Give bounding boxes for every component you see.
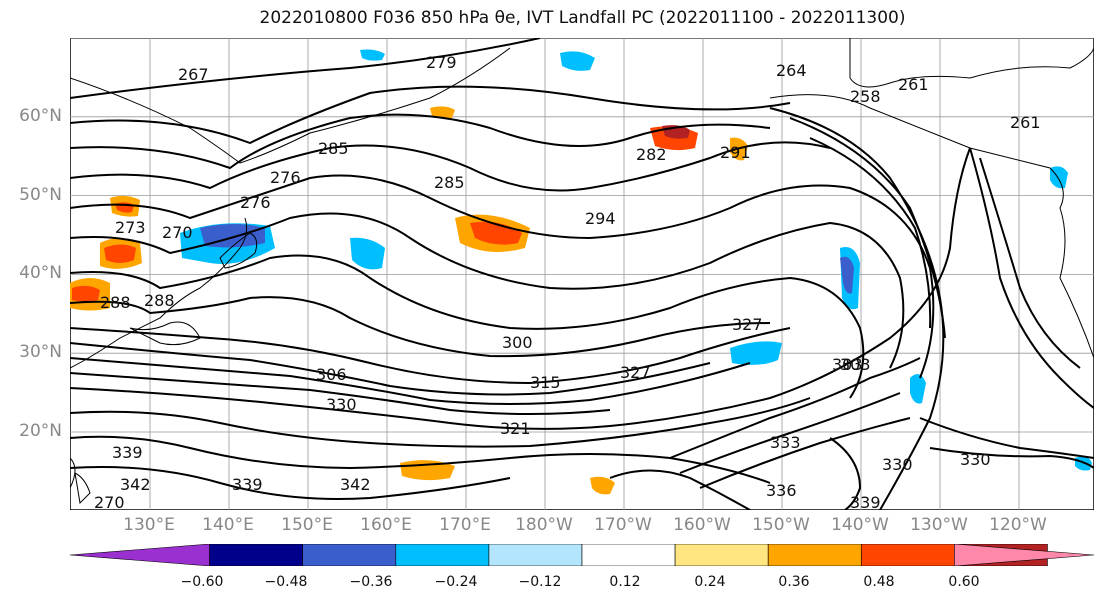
contour-label: 330 (960, 450, 991, 469)
contour-label: 291 (720, 143, 751, 162)
contour-label: 270 (94, 493, 125, 510)
contour-label: 303 (832, 355, 863, 374)
contour-label: 282 (636, 145, 667, 164)
lon-label-150w: 150°W (752, 515, 810, 535)
colorbar-tick-label: −0.60 (180, 574, 224, 590)
colorbar-tick-label: 0.24 (694, 574, 726, 590)
lon-label-150e: 150°E (281, 515, 333, 535)
lon-label-130w: 130°W (910, 515, 968, 535)
colorbar-swatch (954, 544, 1094, 566)
colorbar-tick-label: −0.24 (434, 574, 478, 590)
contour-label: 300 (502, 333, 533, 352)
colorbar-swatch (767, 544, 862, 566)
lon-label-170e: 170°E (439, 515, 491, 535)
contour-label: 264 (776, 61, 807, 80)
lon-label-140e: 140°E (202, 515, 254, 535)
contour-label: 267 (178, 65, 209, 84)
colorbar-swatch (395, 544, 490, 566)
contour-labels: 267 279 264 258 261 261 276 270 285 282 285 294 288 2… (94, 53, 1041, 510)
lon-label-160e: 160°E (360, 515, 412, 535)
colorbar-tick-label: 0.60 (948, 574, 980, 590)
colorbar-swatch (488, 544, 583, 566)
contour-label: 339 (850, 493, 881, 510)
contour-label: 321 (500, 419, 531, 438)
colorbar-tick-label: −0.36 (349, 574, 393, 590)
contour-label: 333 (770, 433, 801, 452)
contour-label: 288 (100, 293, 131, 312)
lon-label-160w: 160°W (673, 515, 731, 535)
contour-label: 258 (850, 87, 881, 106)
lon-label-170w: 170°W (594, 515, 652, 535)
contour-label: 285 (434, 173, 465, 192)
lat-label-20n: 20°N (19, 421, 62, 441)
colorbar-tick-label: −0.48 (264, 574, 308, 590)
contour-label: 261 (898, 75, 929, 94)
contour-label: 279 (426, 53, 457, 72)
lat-label-30n: 30°N (19, 342, 62, 362)
colorbar-swatch (860, 544, 955, 566)
contour-label: 339 (232, 475, 263, 494)
contour-label: 315 (530, 373, 561, 392)
contour-label: 306 (316, 365, 347, 384)
contour-label: 330 (882, 455, 913, 474)
colorbar-tick-label: 0.12 (609, 574, 641, 590)
contour-label: 273 (115, 218, 146, 237)
contour-label: 294 (585, 209, 616, 228)
contour-label: 270 (162, 223, 193, 242)
lon-label-120w: 120°W (989, 515, 1047, 535)
lat-label-50n: 50°N (19, 185, 62, 205)
contour-label: 336 (766, 481, 797, 500)
contour-label: 327 (620, 363, 651, 382)
contour-label: 303 (840, 355, 871, 374)
colorbar (70, 544, 1094, 566)
contour-label: 261 (1010, 113, 1041, 132)
contour-label: 285 (318, 139, 349, 158)
colorbar-tick-label: −0.12 (518, 574, 562, 590)
coastlines (70, 38, 1094, 505)
contour-label: 276 (270, 168, 301, 187)
contour-label: 330 (326, 395, 357, 414)
contour-label: 327 (732, 315, 763, 334)
lon-label-180w: 180°W (515, 515, 573, 535)
contour-label: 276 (240, 193, 271, 212)
contour-label: 342 (120, 475, 151, 494)
colorbar-swatch (581, 544, 676, 566)
theta-e-contours (70, 38, 1094, 510)
contour-label: 288 (144, 291, 175, 310)
colorbar-swatch (70, 544, 210, 566)
colorbar-swatch (674, 544, 769, 566)
colorbar-swatch (302, 544, 397, 566)
map-panel: 267 279 264 258 261 261 276 270 285 282 285 294 288 2… (70, 38, 1094, 510)
lon-label-130e: 130°E (123, 515, 175, 535)
contour-label: 339 (112, 443, 143, 462)
contour-label: 342 (340, 475, 371, 494)
colorbar-swatch (209, 544, 304, 566)
map-title: 2022010800 F036 850 hPa θe, IVT Landfall… (259, 8, 906, 28)
lat-label-40n: 40°N (19, 263, 62, 283)
colorbar-tick-label: 0.36 (778, 574, 810, 590)
lon-label-140w: 140°W (831, 515, 889, 535)
lat-label-60n: 60°N (19, 106, 62, 126)
colorbar-tick-label: 0.48 (863, 574, 895, 590)
